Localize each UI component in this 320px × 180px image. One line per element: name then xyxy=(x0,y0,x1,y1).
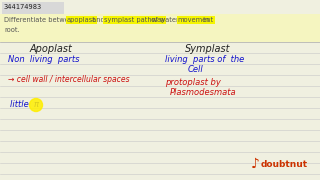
FancyBboxPatch shape xyxy=(0,14,320,42)
Text: → cell wall / intercellular spaces: → cell wall / intercellular spaces xyxy=(8,75,130,84)
Text: Non  living  parts: Non living parts xyxy=(8,55,79,64)
Text: Apoplast: Apoplast xyxy=(30,44,73,54)
Circle shape xyxy=(29,98,43,111)
Text: Cell: Cell xyxy=(188,65,204,74)
Text: root.: root. xyxy=(4,27,20,33)
Text: Symplast: Symplast xyxy=(185,44,230,54)
FancyBboxPatch shape xyxy=(2,2,64,14)
Text: symplast pathway: symplast pathway xyxy=(104,17,165,23)
Text: ♪: ♪ xyxy=(251,157,260,171)
Text: 344174983: 344174983 xyxy=(4,4,42,10)
Text: little  π: little π xyxy=(10,100,39,109)
Text: living  parts of  the: living parts of the xyxy=(165,55,244,64)
Text: Differentiate between: Differentiate between xyxy=(4,17,79,23)
Text: movement: movement xyxy=(178,17,214,23)
Text: of water: of water xyxy=(149,17,181,23)
Text: doubtnut: doubtnut xyxy=(261,160,308,169)
Text: in: in xyxy=(201,17,209,23)
Text: apoplast: apoplast xyxy=(67,17,96,23)
Text: Plasmodesmata: Plasmodesmata xyxy=(170,88,236,97)
Text: and: and xyxy=(90,17,106,23)
Text: protoplast by: protoplast by xyxy=(165,78,221,87)
